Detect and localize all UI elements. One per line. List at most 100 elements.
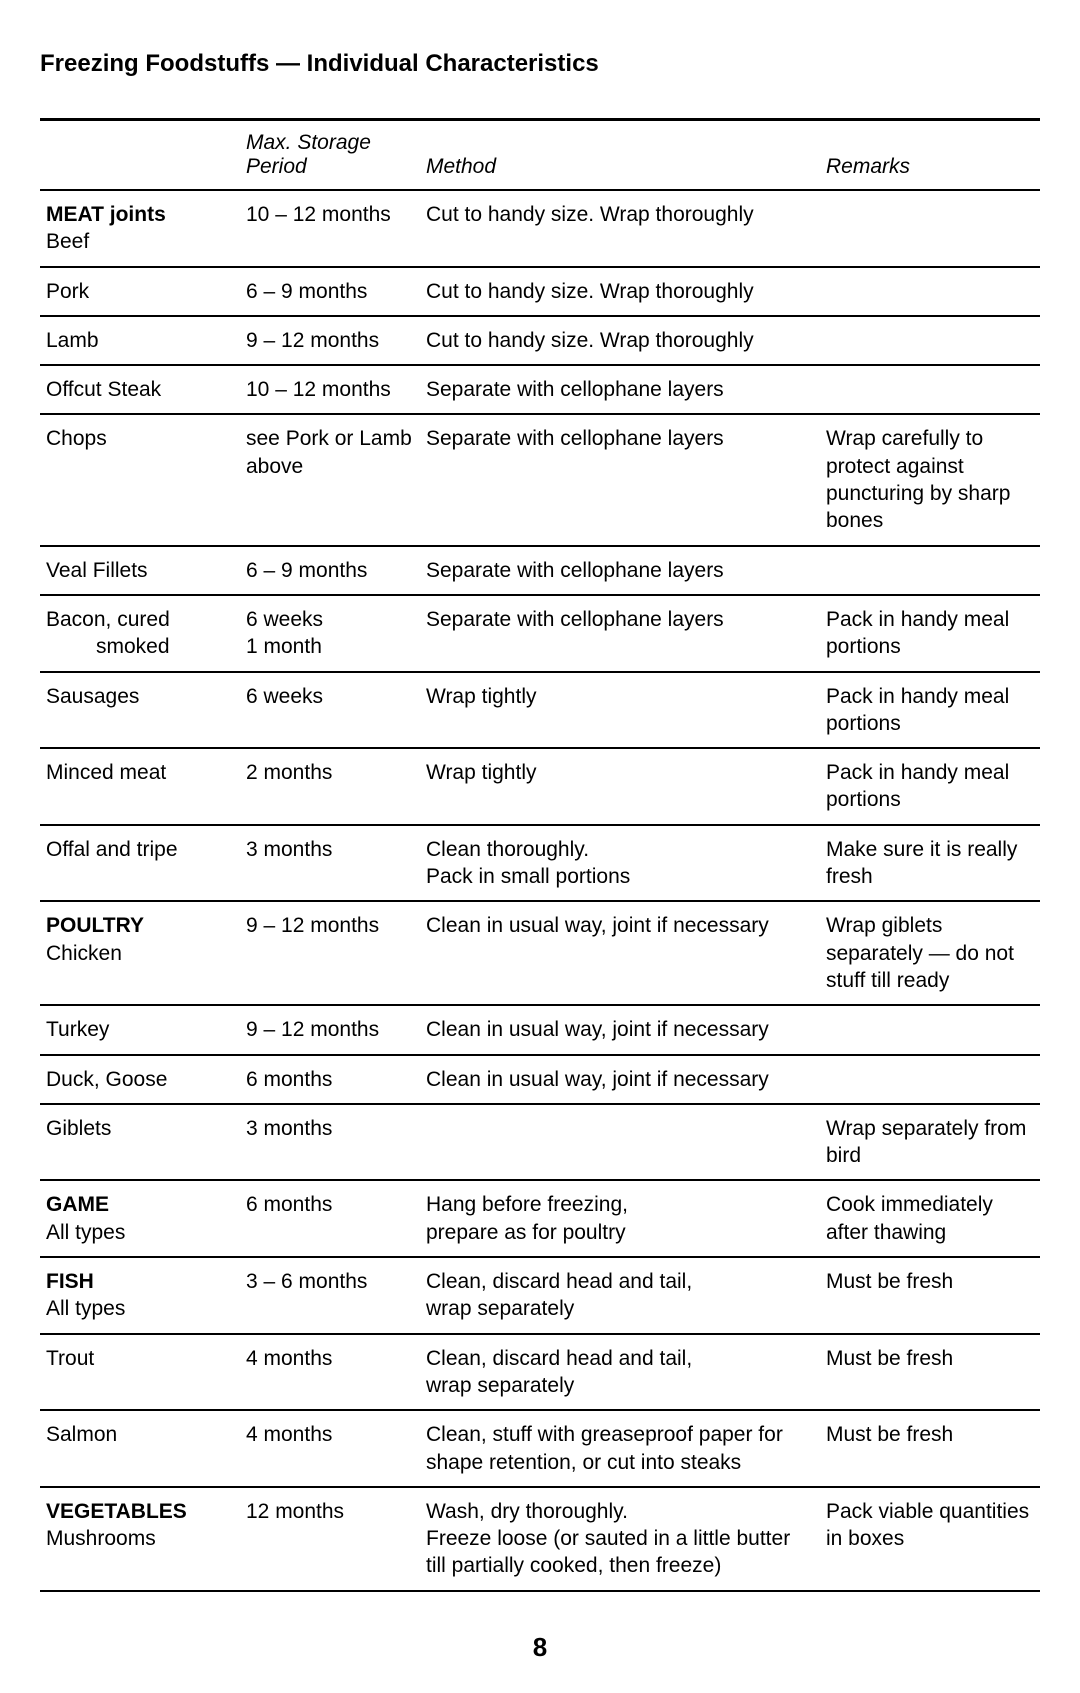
period-cell: 2 months (240, 748, 420, 825)
table-row: Chopssee Pork or Lamb aboveSeparate with… (40, 414, 1040, 545)
period-cell: 6 weeks1 month (240, 595, 420, 672)
method-cell: Cut to handy size. Wrap thoroughly (420, 190, 820, 267)
item-cell: Pork (40, 267, 240, 316)
item-cell: Lamb (40, 316, 240, 365)
table-row: Offcut Steak10 – 12 monthsSeparate with … (40, 365, 1040, 414)
item-cell: Sausages (40, 672, 240, 749)
item-cell: FISHAll types (40, 1257, 240, 1334)
table-row: Giblets3 months Wrap separately from bird (40, 1104, 1040, 1181)
period-cell: 10 – 12 months (240, 190, 420, 267)
item-cell: Bacon, curedsmoked (40, 595, 240, 672)
period-cell: 3 months (240, 1104, 420, 1181)
remarks-cell: Must be fresh (820, 1334, 1040, 1411)
method-cell: Clean thoroughly.Pack in small portions (420, 825, 820, 902)
period-cell: 6 months (240, 1055, 420, 1104)
remarks-cell: Pack in handy meal portions (820, 595, 1040, 672)
period-cell: 3 months (240, 825, 420, 902)
period-cell: 6 – 9 months (240, 546, 420, 595)
remarks-cell (820, 190, 1040, 267)
period-cell: 9 – 12 months (240, 316, 420, 365)
header-period: Max. Storage Period (240, 120, 420, 191)
period-cell: 9 – 12 months (240, 1005, 420, 1054)
freezing-table: Max. Storage Period Method Remarks MEAT … (40, 118, 1040, 1592)
table-row: Trout4 monthsClean, discard head and tai… (40, 1334, 1040, 1411)
remarks-cell: Wrap giblets separately — do not stuff t… (820, 901, 1040, 1005)
period-cell: 3 – 6 months (240, 1257, 420, 1334)
remarks-cell (820, 365, 1040, 414)
method-cell: Separate with cellophane layers (420, 595, 820, 672)
method-cell: Clean, stuff with greaseproof paper for … (420, 1410, 820, 1487)
remarks-cell: Pack in handy meal portions (820, 672, 1040, 749)
table-row: FISHAll types3 – 6 monthsClean, discard … (40, 1257, 1040, 1334)
period-cell: 12 months (240, 1487, 420, 1591)
method-cell: Clean, discard head and tail,wrap separa… (420, 1334, 820, 1411)
period-cell: see Pork or Lamb above (240, 414, 420, 545)
item-cell: Duck, Goose (40, 1055, 240, 1104)
table-row: Pork6 – 9 monthsCut to handy size. Wrap … (40, 267, 1040, 316)
item-cell: Offcut Steak (40, 365, 240, 414)
method-cell: Cut to handy size. Wrap thoroughly (420, 316, 820, 365)
period-cell: 10 – 12 months (240, 365, 420, 414)
method-cell: Separate with cellophane layers (420, 365, 820, 414)
remarks-cell (820, 1005, 1040, 1054)
table-row: Veal Fillets6 – 9 monthsSeparate with ce… (40, 546, 1040, 595)
table-row: Turkey9 – 12 monthsClean in usual way, j… (40, 1005, 1040, 1054)
method-cell: Clean in usual way, joint if necessary (420, 1055, 820, 1104)
page-number: 8 (40, 1632, 1040, 1663)
item-cell: Turkey (40, 1005, 240, 1054)
table-row: Lamb9 – 12 monthsCut to handy size. Wrap… (40, 316, 1040, 365)
remarks-cell: Must be fresh (820, 1410, 1040, 1487)
item-cell: Veal Fillets (40, 546, 240, 595)
remarks-cell: Must be fresh (820, 1257, 1040, 1334)
item-cell: Offal and tripe (40, 825, 240, 902)
item-cell: Giblets (40, 1104, 240, 1181)
period-cell: 9 – 12 months (240, 901, 420, 1005)
period-cell: 6 – 9 months (240, 267, 420, 316)
remarks-cell (820, 316, 1040, 365)
method-cell: Separate with cellophane layers (420, 414, 820, 545)
remarks-cell: Pack in handy meal portions (820, 748, 1040, 825)
table-row: Sausages6 weeksWrap tightlyPack in handy… (40, 672, 1040, 749)
header-row: Max. Storage Period Method Remarks (40, 120, 1040, 191)
header-remarks: Remarks (820, 120, 1040, 191)
item-cell: VEGETABLESMushrooms (40, 1487, 240, 1591)
item-cell: MEAT jointsBeef (40, 190, 240, 267)
method-cell (420, 1104, 820, 1181)
remarks-cell: Wrap separately from bird (820, 1104, 1040, 1181)
remarks-cell: Cook immediately after thawing (820, 1180, 1040, 1257)
header-item (40, 120, 240, 191)
table-row: Offal and tripe3 monthsClean thoroughly.… (40, 825, 1040, 902)
period-cell: 4 months (240, 1410, 420, 1487)
table-row: Salmon4 monthsClean, stuff with greasepr… (40, 1410, 1040, 1487)
item-cell: GAMEAll types (40, 1180, 240, 1257)
table-row: POULTRYChicken9 – 12 monthsClean in usua… (40, 901, 1040, 1005)
period-cell: 6 weeks (240, 672, 420, 749)
method-cell: Wash, dry thoroughly.Freeze loose (or sa… (420, 1487, 820, 1591)
method-cell: Hang before freezing,prepare as for poul… (420, 1180, 820, 1257)
table-row: Bacon, curedsmoked6 weeks1 monthSeparate… (40, 595, 1040, 672)
item-cell: Minced meat (40, 748, 240, 825)
period-cell: 4 months (240, 1334, 420, 1411)
table-row: Minced meat2 monthsWrap tightlyPack in h… (40, 748, 1040, 825)
item-cell: Chops (40, 414, 240, 545)
item-cell: POULTRYChicken (40, 901, 240, 1005)
remarks-cell (820, 546, 1040, 595)
method-cell: Clean, discard head and tail,wrap separa… (420, 1257, 820, 1334)
remarks-cell (820, 267, 1040, 316)
remarks-cell: Make sure it is really fresh (820, 825, 1040, 902)
item-cell: Trout (40, 1334, 240, 1411)
header-method: Method (420, 120, 820, 191)
method-cell: Wrap tightly (420, 672, 820, 749)
table-row: Duck, Goose6 monthsClean in usual way, j… (40, 1055, 1040, 1104)
table-row: VEGETABLESMushrooms12 monthsWash, dry th… (40, 1487, 1040, 1591)
method-cell: Clean in usual way, joint if necessary (420, 1005, 820, 1054)
method-cell: Clean in usual way, joint if necessary (420, 901, 820, 1005)
table-row: MEAT jointsBeef10 – 12 monthsCut to hand… (40, 190, 1040, 267)
remarks-cell: Wrap carefully to protect against punctu… (820, 414, 1040, 545)
method-cell: Wrap tightly (420, 748, 820, 825)
table-row: GAMEAll types6 monthsHang before freezin… (40, 1180, 1040, 1257)
page-title: Freezing Foodstuffs — Individual Charact… (40, 50, 1040, 78)
method-cell: Separate with cellophane layers (420, 546, 820, 595)
remarks-cell: Pack viable quantities in boxes (820, 1487, 1040, 1591)
remarks-cell (820, 1055, 1040, 1104)
